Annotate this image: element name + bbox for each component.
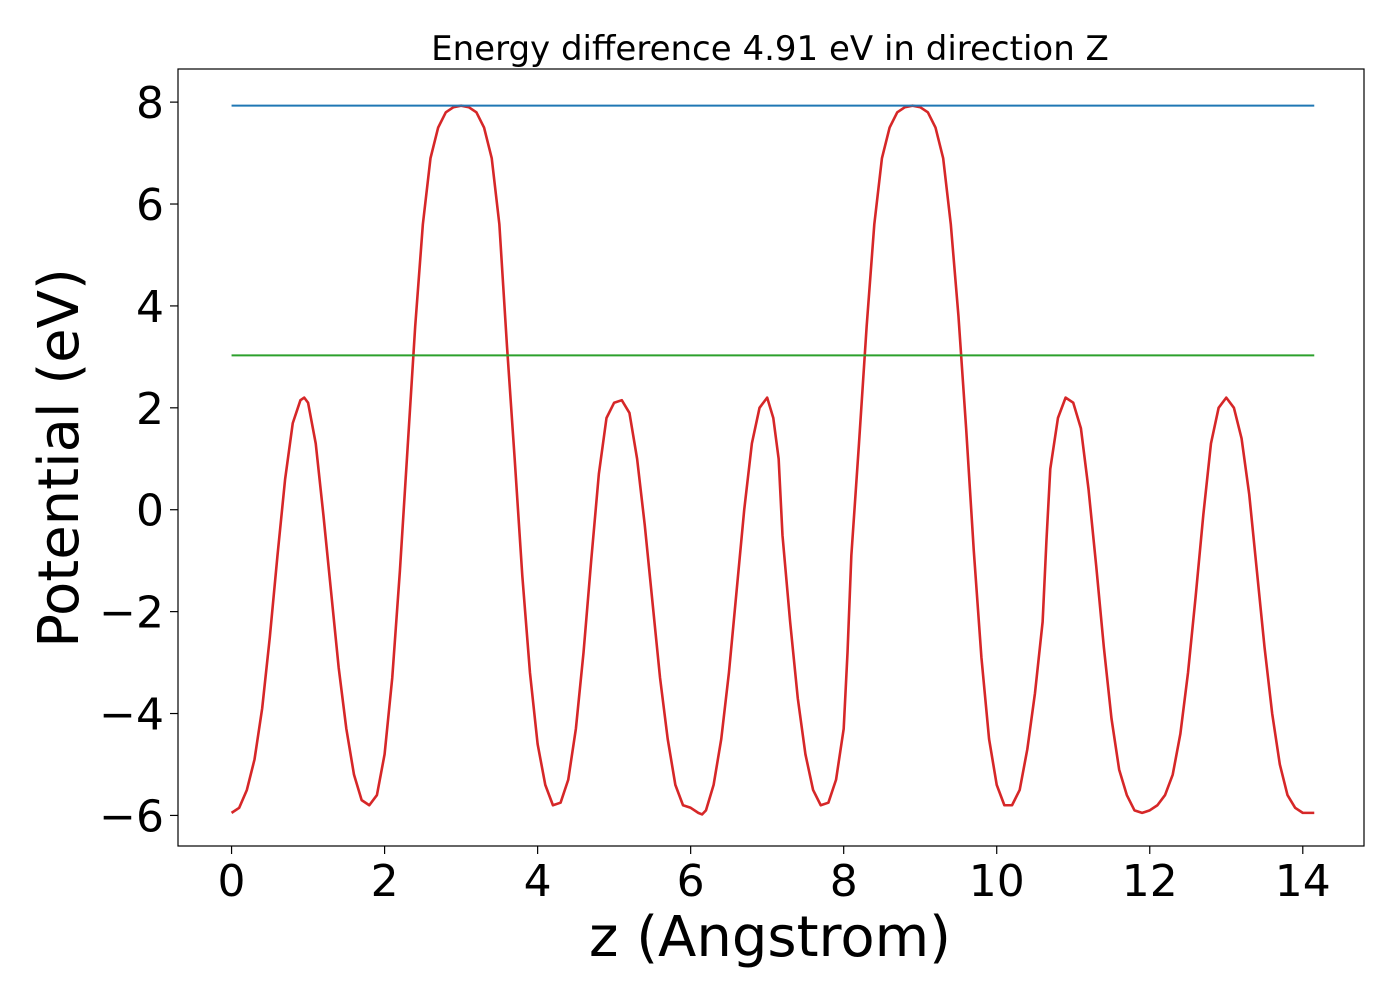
- y-axis-label: Potential (eV): [27, 268, 92, 648]
- y-tick-label: −4: [99, 690, 164, 741]
- y-tick-label: 0: [136, 486, 164, 537]
- chart-title: Energy difference 4.91 eV in direction Z: [431, 29, 1109, 69]
- series-layer: [230, 104, 1315, 816]
- x-tick-label: 8: [830, 856, 858, 907]
- y-tick-label: 6: [136, 180, 164, 231]
- y-tick-label: −6: [99, 791, 164, 842]
- x-axis-ticks: 0 2 4 6 8 10 12 14: [218, 846, 1331, 907]
- x-axis-label: z (Angstrom): [589, 905, 951, 970]
- y-tick-label: 4: [136, 282, 164, 333]
- y-tick-label: 8: [136, 78, 164, 129]
- x-tick-label: 2: [371, 856, 399, 907]
- y-axis-ticks: −6 −4 −2 0 2 4 6 8: [99, 78, 178, 842]
- x-tick-label: 0: [218, 856, 246, 907]
- x-tick-label: 6: [677, 856, 705, 907]
- plot-area-frame: [177, 68, 1365, 847]
- y-tick-label: 2: [136, 384, 164, 435]
- x-tick-label: 4: [524, 856, 552, 907]
- potential-curve: [230, 104, 1315, 816]
- x-tick-label: 14: [1275, 856, 1331, 907]
- x-tick-label: 10: [969, 856, 1025, 907]
- x-tick-label: 12: [1122, 856, 1178, 907]
- y-tick-label: −2: [99, 588, 164, 639]
